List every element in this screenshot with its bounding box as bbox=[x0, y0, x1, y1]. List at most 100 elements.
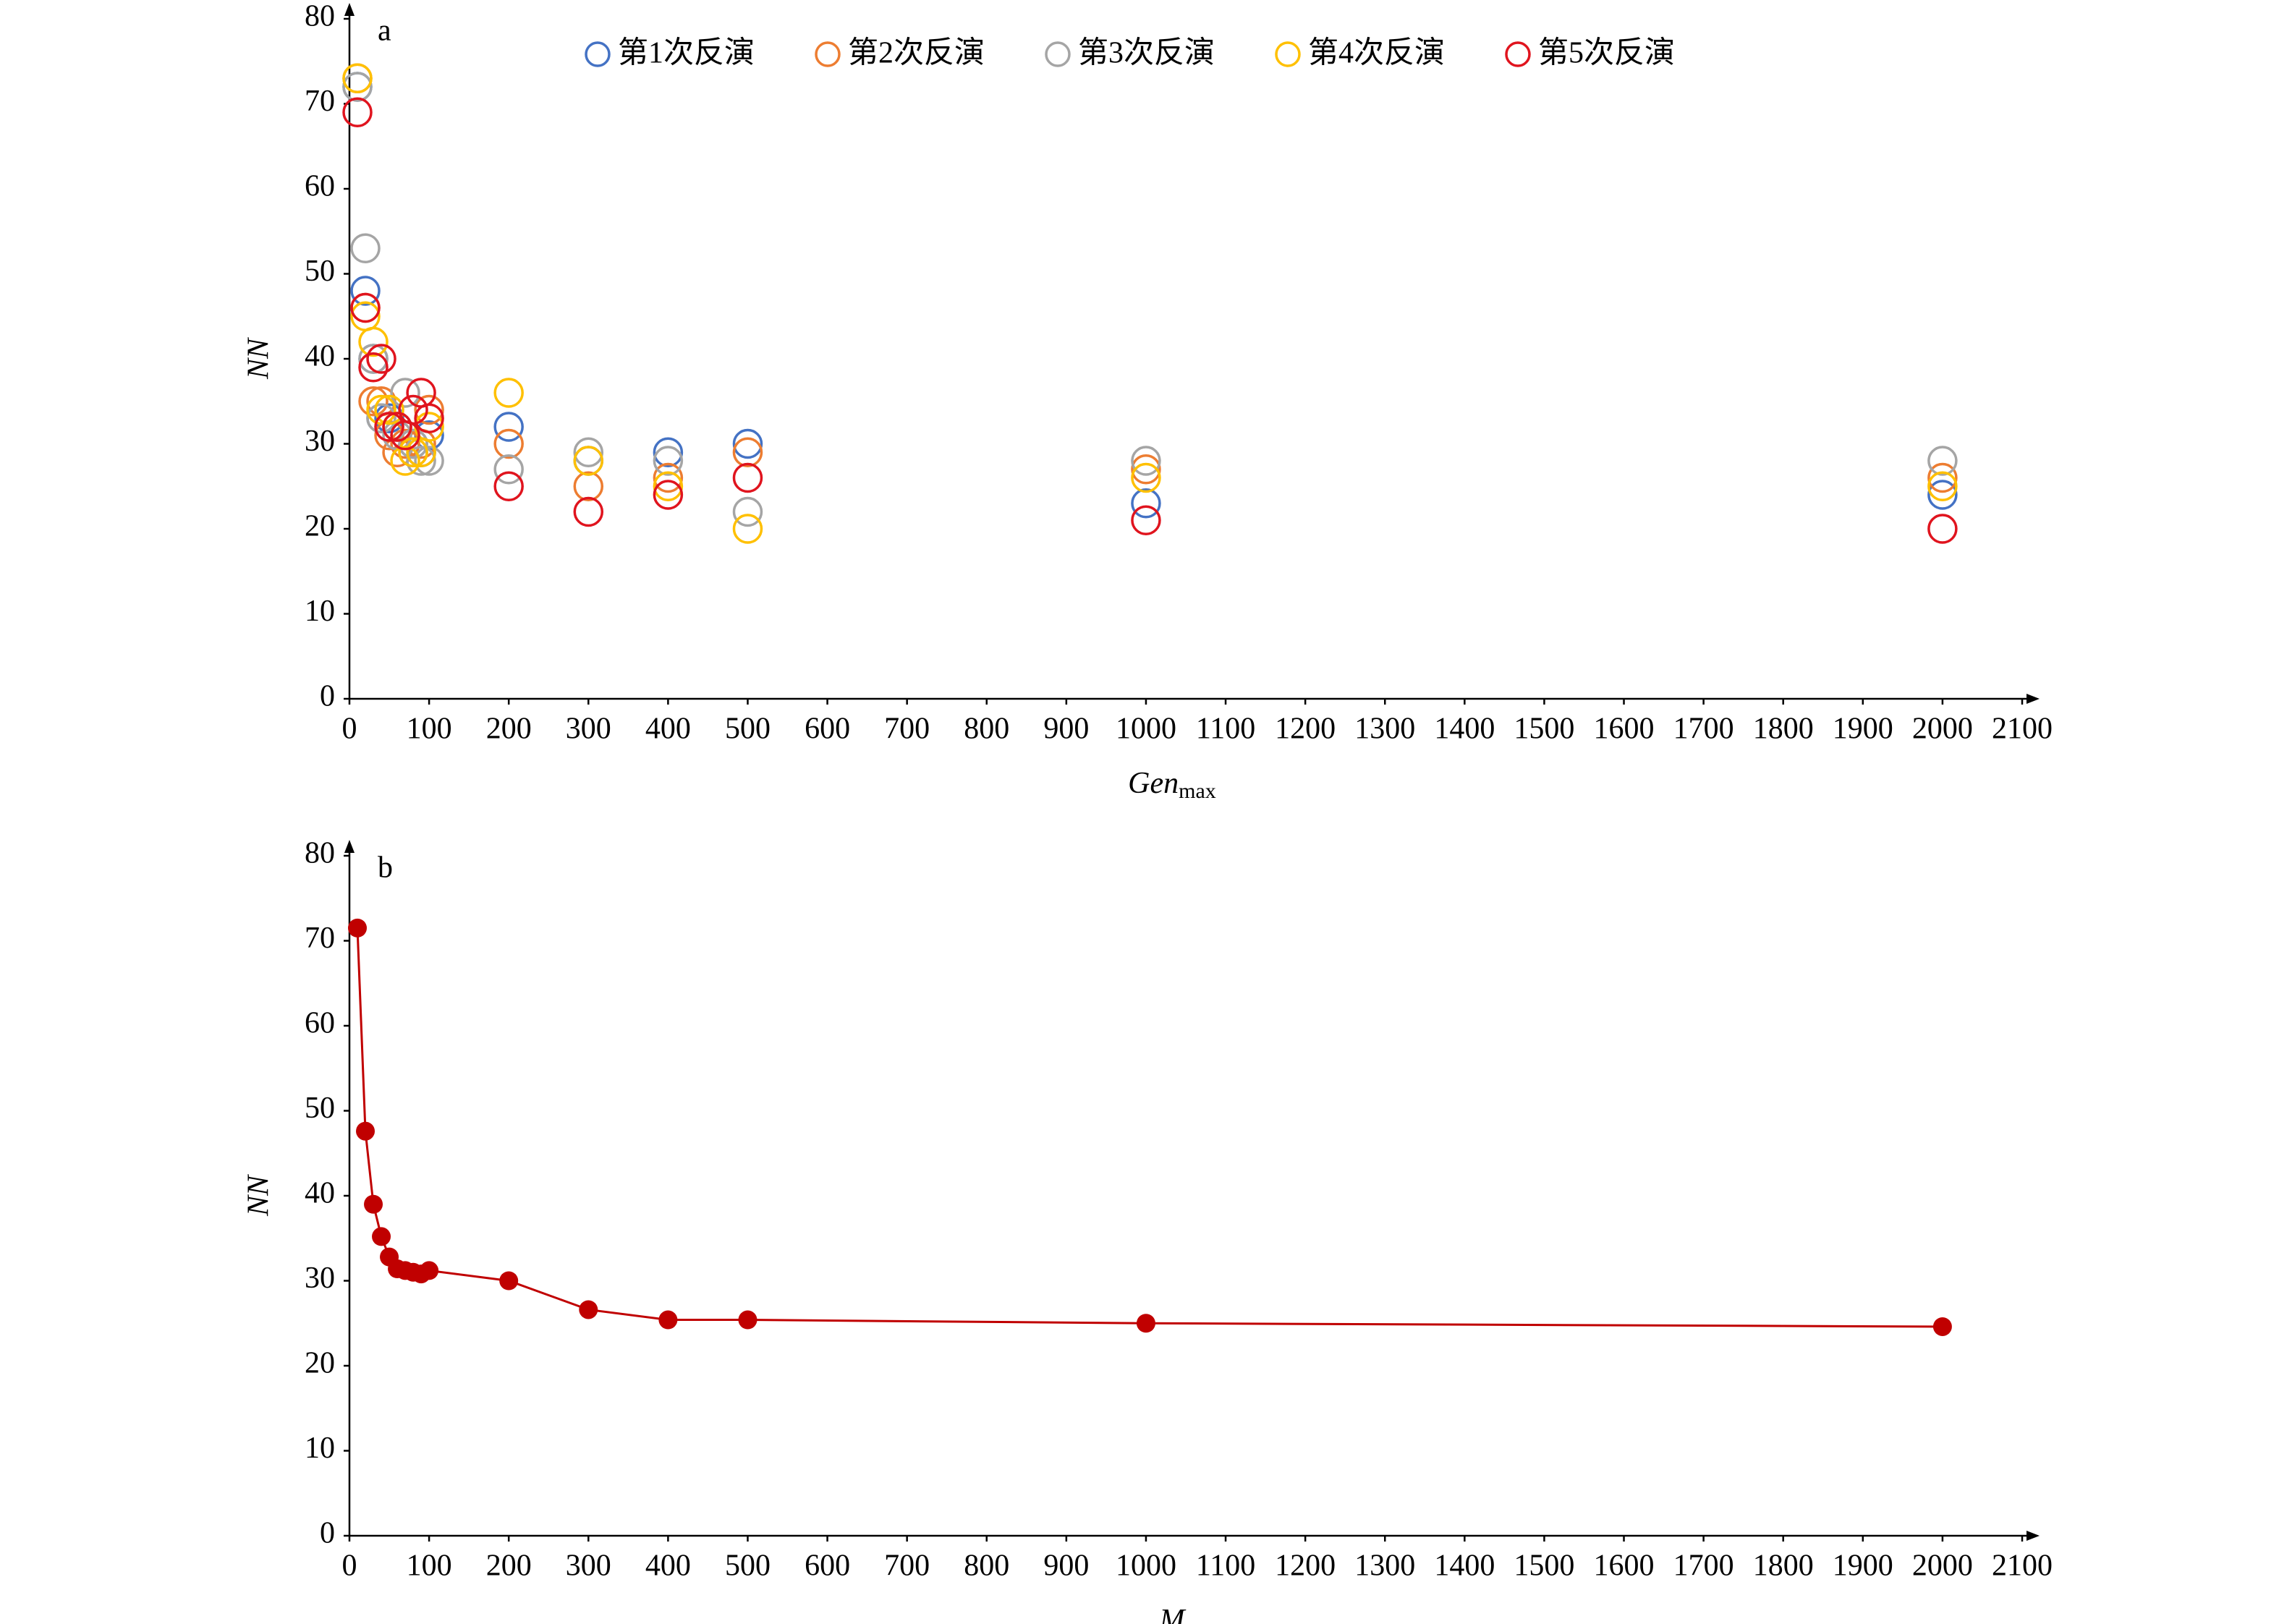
data-point bbox=[350, 233, 381, 263]
data-point bbox=[1131, 505, 1161, 535]
data-point bbox=[350, 292, 381, 323]
x-tick-label: 1600 bbox=[1594, 1549, 1655, 1583]
data-point bbox=[493, 471, 524, 501]
legend-label: 第1次反演 bbox=[618, 37, 755, 70]
data-point bbox=[414, 394, 444, 425]
legend-marker bbox=[815, 41, 841, 67]
x-tick-label: 1700 bbox=[1673, 1549, 1734, 1583]
y-tick-label: 10 bbox=[305, 595, 335, 628]
data-point bbox=[366, 394, 396, 425]
data-point bbox=[573, 437, 604, 467]
y-tick-label: 80 bbox=[305, 837, 335, 870]
x-tick-label: 300 bbox=[566, 1549, 611, 1583]
data-point bbox=[390, 446, 420, 476]
x-tick-label: 1500 bbox=[1514, 1549, 1574, 1583]
x-tick-label: 1900 bbox=[1833, 713, 1893, 746]
x-tick-label: 1800 bbox=[1753, 1549, 1814, 1583]
x-tick-label: 1900 bbox=[1833, 1549, 1893, 1583]
y-tick-label: 20 bbox=[305, 1347, 335, 1380]
x-tick-label: 700 bbox=[884, 1549, 930, 1583]
y-axis-label: NN bbox=[242, 337, 276, 380]
data-point bbox=[358, 326, 389, 357]
data-point bbox=[738, 1310, 757, 1330]
data-point bbox=[398, 428, 428, 459]
x-tick-label: 1800 bbox=[1753, 713, 1814, 746]
x-axis-label-main: M bbox=[1159, 1604, 1187, 1624]
x-tick-label: 1400 bbox=[1434, 1549, 1495, 1583]
data-point bbox=[732, 496, 763, 527]
data-point bbox=[356, 1121, 375, 1141]
data-point bbox=[398, 437, 428, 467]
data-point bbox=[653, 480, 684, 510]
x-tick-label: 1700 bbox=[1673, 713, 1734, 746]
x-tick-label: 0 bbox=[342, 1549, 357, 1583]
data-point bbox=[493, 454, 524, 485]
x-tick-label: 800 bbox=[964, 1549, 1009, 1583]
x-axis-arrow bbox=[2027, 694, 2040, 704]
x-tick-label: 2000 bbox=[1912, 713, 1973, 746]
data-point bbox=[420, 1261, 439, 1280]
data-point bbox=[342, 97, 373, 127]
legend-label: 第3次反演 bbox=[1078, 37, 1215, 70]
data-point bbox=[358, 386, 389, 417]
x-tick-label: 2100 bbox=[1992, 713, 2053, 746]
data-point bbox=[374, 394, 404, 425]
data-point bbox=[1927, 514, 1958, 544]
y-axis-arrow bbox=[344, 3, 355, 16]
x-tick-label: 400 bbox=[645, 713, 691, 746]
data-point bbox=[1932, 1317, 1952, 1336]
x-tick-label: 2000 bbox=[1912, 1549, 1973, 1583]
y-tick-label: 30 bbox=[305, 1262, 335, 1295]
data-line bbox=[356, 927, 1943, 1328]
data-point bbox=[732, 462, 763, 493]
data-point bbox=[1131, 488, 1161, 519]
x-tick-label: 1100 bbox=[1196, 1549, 1255, 1583]
data-point bbox=[573, 446, 604, 476]
x-tick-label: 1300 bbox=[1354, 713, 1415, 746]
x-tick-label: 600 bbox=[805, 713, 850, 746]
data-point bbox=[366, 344, 396, 374]
legend-marker bbox=[1045, 41, 1071, 67]
data-point bbox=[653, 462, 684, 493]
data-point bbox=[366, 403, 396, 433]
data-point bbox=[499, 1271, 519, 1291]
data-point bbox=[414, 446, 444, 476]
data-point bbox=[358, 344, 389, 374]
y-tick-label: 50 bbox=[305, 255, 335, 288]
data-point bbox=[573, 496, 604, 527]
x-tick-label: 300 bbox=[566, 713, 611, 746]
data-point bbox=[653, 471, 684, 501]
data-point bbox=[732, 437, 763, 467]
data-point bbox=[350, 276, 381, 306]
y-axis-label: NN bbox=[242, 1174, 276, 1217]
data-point bbox=[579, 1300, 598, 1319]
data-point bbox=[573, 471, 604, 501]
x-axis-label-main: Gen bbox=[1128, 767, 1179, 800]
y-tick-label: 10 bbox=[305, 1432, 335, 1465]
data-point bbox=[653, 437, 684, 467]
data-point bbox=[414, 403, 444, 433]
data-point bbox=[493, 378, 524, 408]
x-tick-label: 200 bbox=[486, 713, 532, 746]
y-tick-label: 0 bbox=[320, 680, 335, 713]
y-axis-arrow bbox=[344, 840, 355, 853]
y-tick-label: 40 bbox=[305, 340, 335, 373]
x-tick-label: 1600 bbox=[1594, 713, 1655, 746]
x-tick-label: 1000 bbox=[1116, 713, 1176, 746]
data-point bbox=[1131, 446, 1161, 476]
y-tick-label: 30 bbox=[305, 425, 335, 458]
x-tick-label: 1100 bbox=[1196, 713, 1255, 746]
data-point bbox=[1927, 462, 1958, 493]
y-tick-label: 60 bbox=[305, 1007, 335, 1040]
data-point bbox=[406, 378, 436, 408]
x-tick-label: 1200 bbox=[1275, 1549, 1336, 1583]
x-axis-arrow bbox=[2027, 1531, 2040, 1541]
x-tick-label: 100 bbox=[407, 713, 452, 746]
legend-marker bbox=[585, 41, 611, 67]
data-point bbox=[732, 428, 763, 459]
y-tick-label: 20 bbox=[305, 510, 335, 543]
x-tick-label: 2100 bbox=[1992, 1549, 2053, 1583]
data-point bbox=[382, 412, 412, 442]
x-tick-label: 400 bbox=[645, 1549, 691, 1583]
